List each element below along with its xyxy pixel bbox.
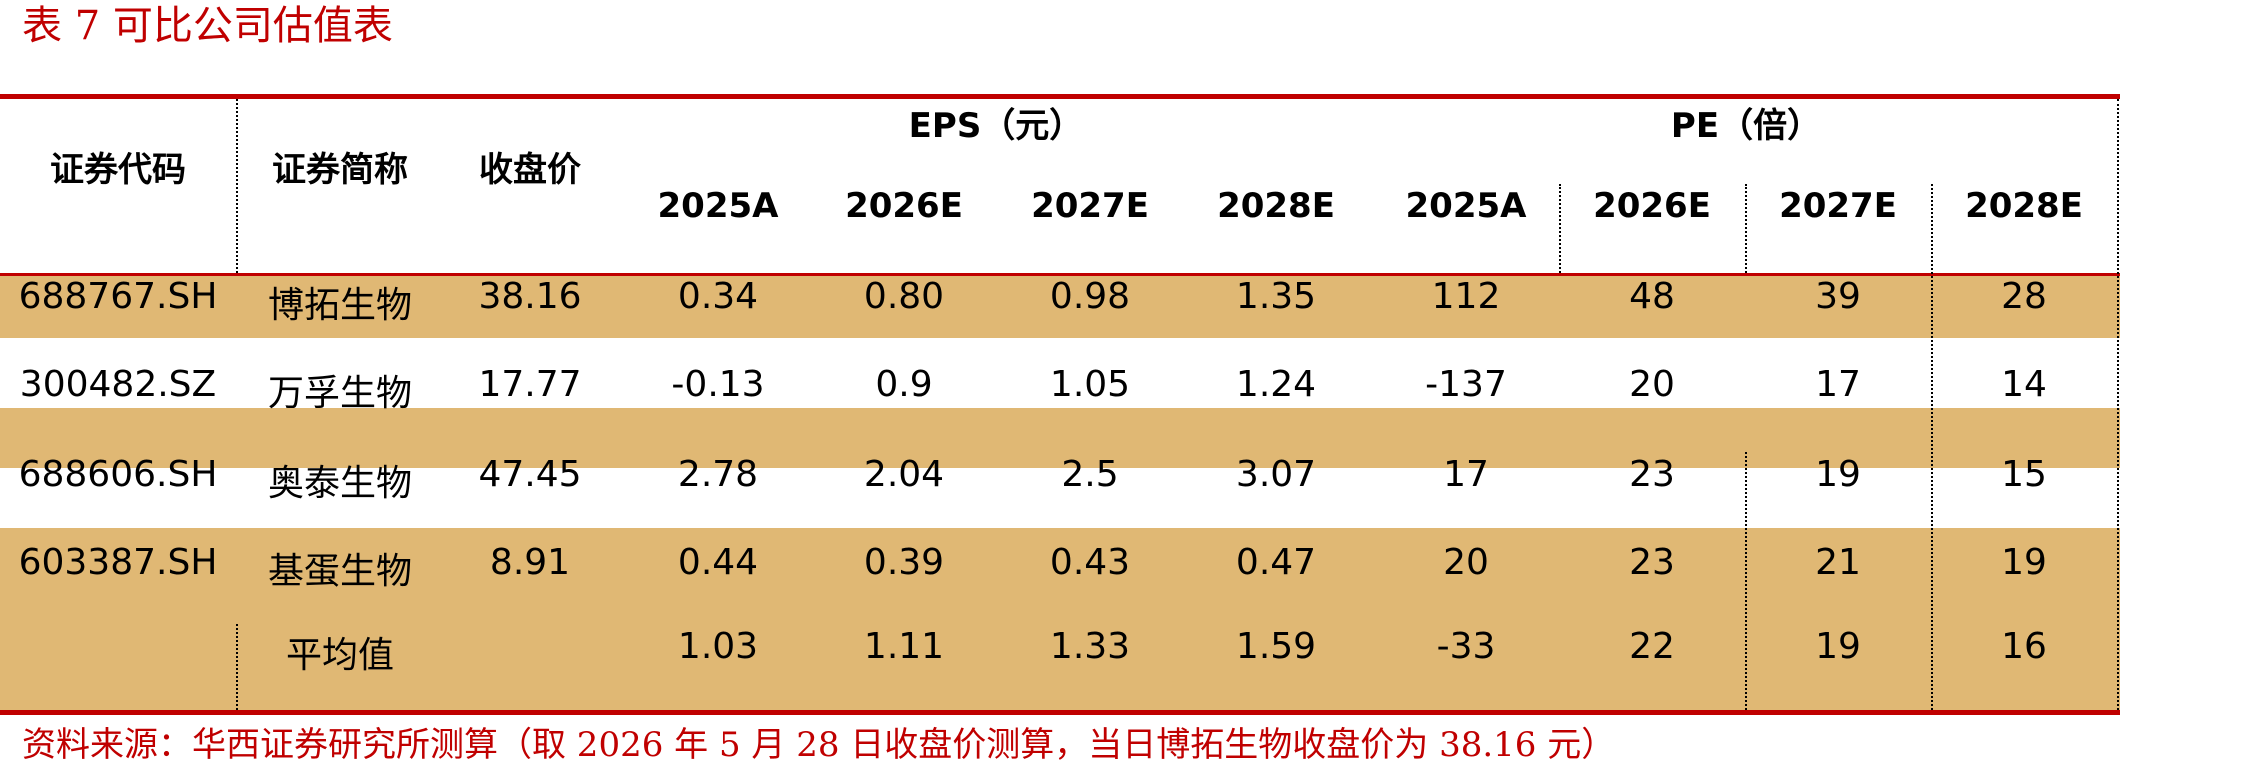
row-2-pe-2026: 20 bbox=[1629, 364, 1675, 405]
separator-right bbox=[2117, 99, 2119, 710]
separator-pe-3 bbox=[1931, 184, 1933, 710]
row-4-eps-2025: 0.44 bbox=[677, 542, 759, 583]
table-top-border bbox=[0, 94, 2120, 99]
header-eps-2027: 2027E bbox=[1031, 186, 1149, 226]
average-eps-2025: 1.03 bbox=[677, 626, 759, 667]
row-1-pe-2028: 28 bbox=[2001, 276, 2047, 317]
header-pe-2028: 2028E bbox=[1965, 186, 2083, 226]
row-1-pe-2027: 39 bbox=[1815, 276, 1861, 317]
row-3-pe-2026: 23 bbox=[1629, 454, 1675, 495]
row-3-close: 47.45 bbox=[478, 454, 582, 495]
row-1-eps-2028: 1.35 bbox=[1235, 276, 1317, 317]
row-4-eps-2026: 0.39 bbox=[863, 542, 945, 583]
row-2-eps-2027: 1.05 bbox=[1049, 364, 1131, 405]
row-1-pe-2026: 48 bbox=[1629, 276, 1675, 317]
header-close: 收盘价 bbox=[479, 150, 581, 190]
header-code: 证券代码 bbox=[50, 150, 186, 190]
row-1-code: 688767.SH bbox=[18, 276, 218, 317]
row-4-pe-2025: 20 bbox=[1443, 542, 1489, 583]
header-eps-2025: 2025A bbox=[657, 186, 779, 226]
row-2-close: 17.77 bbox=[478, 364, 582, 405]
pe-group-line bbox=[1372, 96, 2120, 99]
row-4-close: 8.91 bbox=[489, 542, 571, 583]
row-2-eps-2028: 1.24 bbox=[1235, 364, 1317, 405]
average-eps-2026: 1.11 bbox=[863, 626, 945, 667]
row-1-close: 38.16 bbox=[478, 276, 582, 317]
row-4-pe-2027: 21 bbox=[1815, 542, 1861, 583]
row-3-eps-2026: 2.04 bbox=[863, 454, 945, 495]
table-title: 表 7 可比公司估值表 bbox=[22, 3, 393, 49]
average-label: 平均值 bbox=[285, 635, 394, 676]
row-4-code: 603387.SH bbox=[18, 542, 218, 583]
row-1-name: 博拓生物 bbox=[267, 285, 412, 326]
average-pe-2025: -33 bbox=[1436, 626, 1496, 667]
row-2-pe-2027: 17 bbox=[1815, 364, 1861, 405]
row-3-eps-2027: 2.5 bbox=[1061, 454, 1119, 495]
row-3-name: 奥泰生物 bbox=[267, 463, 412, 504]
separator-code bbox=[236, 99, 238, 273]
average-pe-2027: 19 bbox=[1815, 626, 1861, 667]
row-2-eps-2026: 0.9 bbox=[875, 364, 933, 405]
source-note: 资料来源：华西证券研究所测算（取 2026 年 5 月 28 日收盘价测算，当日… bbox=[22, 725, 1616, 765]
row-2-pe-2028: 14 bbox=[2001, 364, 2047, 405]
row-2-name: 万孚生物 bbox=[267, 373, 412, 414]
separator-code-avg bbox=[236, 624, 238, 710]
row-4-eps-2027: 0.43 bbox=[1049, 542, 1131, 583]
row-3-pe-2027: 19 bbox=[1815, 454, 1861, 495]
average-eps-2028: 1.59 bbox=[1235, 626, 1317, 667]
header-pe-2026: 2026E bbox=[1593, 186, 1711, 226]
row-1-eps-2027: 0.98 bbox=[1049, 276, 1131, 317]
row-4-eps-2028: 0.47 bbox=[1235, 542, 1317, 583]
row-2-eps-2025: -0.13 bbox=[671, 364, 765, 405]
separator-pe-2b bbox=[1745, 452, 1747, 710]
row-3-code: 688606.SH bbox=[18, 454, 218, 495]
header-bottom-line bbox=[0, 273, 2120, 276]
row-1-eps-2025: 0.34 bbox=[677, 276, 759, 317]
row-band-1 bbox=[0, 273, 2120, 338]
row-1-eps-2026: 0.80 bbox=[863, 276, 945, 317]
row-3-pe-2028: 15 bbox=[2001, 454, 2047, 495]
separator-pe-2 bbox=[1745, 184, 1747, 273]
header-eps-2028: 2028E bbox=[1217, 186, 1335, 226]
header-pe-group: PE（倍） bbox=[1670, 106, 1822, 146]
row-3-pe-2025: 17 bbox=[1443, 454, 1489, 495]
row-4-name: 基蛋生物 bbox=[267, 551, 412, 592]
header-eps-2026: 2026E bbox=[845, 186, 963, 226]
table-bottom-border bbox=[0, 710, 2120, 715]
average-eps-2027: 1.33 bbox=[1049, 626, 1131, 667]
average-pe-2028: 16 bbox=[2001, 626, 2047, 667]
valuation-table: 证券代码 证券简称 收盘价 EPS（元） PE（倍） 2025A 2026E 2… bbox=[0, 94, 2120, 717]
header-pe-2027: 2027E bbox=[1779, 186, 1897, 226]
row-4-pe-2026: 23 bbox=[1629, 542, 1675, 583]
row-3-eps-2025: 2.78 bbox=[677, 454, 759, 495]
row-1-pe-2025: 112 bbox=[1431, 276, 1501, 317]
average-pe-2026: 22 bbox=[1629, 626, 1675, 667]
row-4-pe-2028: 19 bbox=[2001, 542, 2047, 583]
row-band-average bbox=[0, 528, 2120, 710]
row-3-eps-2028: 3.07 bbox=[1235, 454, 1317, 495]
separator-pe-1 bbox=[1559, 184, 1561, 273]
row-2-pe-2025: -137 bbox=[1425, 364, 1507, 405]
header-name: 证券简称 bbox=[272, 150, 408, 190]
row-band-3 bbox=[0, 408, 2120, 468]
header-eps-group: EPS（元） bbox=[908, 106, 1084, 146]
row-2-code: 300482.SZ bbox=[19, 364, 217, 405]
header-pe-2025: 2025A bbox=[1405, 186, 1527, 226]
